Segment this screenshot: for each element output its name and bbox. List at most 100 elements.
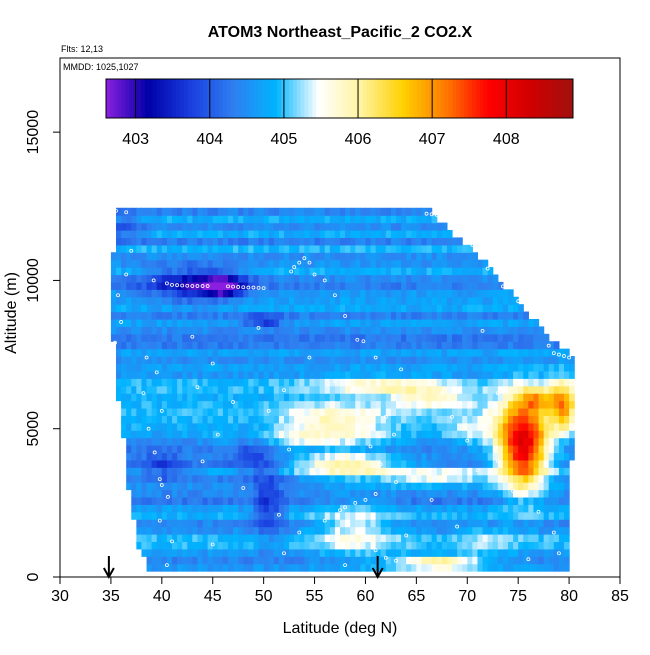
heatmap-cell xyxy=(472,259,479,268)
heatmap-cell xyxy=(141,526,148,535)
heatmap-cell xyxy=(284,563,290,572)
heatmap-cell xyxy=(151,311,158,320)
heatmap-cell xyxy=(289,459,295,468)
heatmap-cell xyxy=(217,474,224,483)
heatmap-cell xyxy=(273,267,280,276)
heatmap-cell xyxy=(253,222,260,231)
heatmap-cell xyxy=(212,267,219,276)
heatmap-cell xyxy=(365,504,372,513)
heatmap-cell xyxy=(553,437,560,446)
heatmap-cell xyxy=(217,496,224,505)
heatmap-cell xyxy=(360,407,367,416)
heatmap-cell xyxy=(248,304,255,313)
heatmap-cell xyxy=(161,467,168,476)
heatmap-cell xyxy=(345,474,351,483)
heatmap-cell xyxy=(452,244,458,253)
heatmap-cell xyxy=(564,445,570,454)
heatmap-cell xyxy=(284,534,290,543)
colorbar-swatch xyxy=(401,79,407,118)
heatmap-cell xyxy=(197,407,204,416)
heatmap-cell xyxy=(370,445,377,454)
heatmap-cell xyxy=(441,548,448,557)
heatmap-cell xyxy=(472,304,479,313)
heatmap-cell xyxy=(278,296,285,305)
heatmap-cell xyxy=(141,415,148,424)
heatmap-cell xyxy=(202,489,209,498)
heatmap-cell xyxy=(360,534,367,543)
heatmap-cell xyxy=(151,237,158,246)
heatmap-cell xyxy=(528,326,535,335)
heatmap-cell xyxy=(141,496,148,505)
heatmap-cell xyxy=(502,296,509,305)
heatmap-cell xyxy=(472,318,479,327)
heatmap-cell xyxy=(543,467,550,476)
heatmap-cell xyxy=(141,296,148,305)
heatmap-cell xyxy=(319,370,326,379)
heatmap-cell xyxy=(110,333,117,342)
heatmap-cell xyxy=(380,407,387,416)
heatmap-cell xyxy=(278,467,285,476)
heatmap-cell xyxy=(482,348,489,357)
heatmap-cell xyxy=(273,496,280,505)
heatmap-cell xyxy=(533,511,540,520)
heatmap-cell xyxy=(177,370,183,379)
heatmap-cell xyxy=(329,563,336,572)
heatmap-cell xyxy=(482,385,489,394)
heatmap-cell xyxy=(564,534,570,543)
heatmap-cell xyxy=(278,385,285,394)
heatmap-cell xyxy=(192,356,199,365)
heatmap-cell xyxy=(502,289,509,298)
heatmap-cell xyxy=(518,504,524,513)
heatmap-cell xyxy=(197,541,204,550)
heatmap-cell xyxy=(360,526,367,535)
heatmap-cell xyxy=(309,281,316,290)
heatmap-cell xyxy=(253,385,260,394)
heatmap-cell xyxy=(212,407,219,416)
heatmap-cell xyxy=(553,385,560,394)
heatmap-cell xyxy=(172,296,178,305)
heatmap-cell xyxy=(202,452,209,461)
heatmap-cell xyxy=(141,267,148,276)
heatmap-cell xyxy=(161,519,168,528)
heatmap-cell xyxy=(182,215,188,224)
heatmap-cell xyxy=(355,474,361,483)
heatmap-cell xyxy=(192,348,199,357)
heatmap-cell xyxy=(416,222,423,231)
heatmap-cell xyxy=(350,534,356,543)
heatmap-cell xyxy=(513,400,519,409)
heatmap-cell xyxy=(258,215,265,224)
heatmap-cell xyxy=(334,393,341,402)
heatmap-cell xyxy=(273,304,280,313)
heatmap-cell xyxy=(426,467,433,476)
heatmap-cell xyxy=(228,237,234,246)
heatmap-cell xyxy=(334,452,341,461)
heatmap-cell xyxy=(569,363,575,372)
sample-point xyxy=(567,355,571,360)
heatmap-cell xyxy=(172,222,178,231)
heatmap-cell xyxy=(502,541,509,550)
heatmap-cell xyxy=(248,333,255,342)
heatmap-cell xyxy=(467,318,473,327)
heatmap-cell xyxy=(564,407,570,416)
heatmap-cell xyxy=(558,511,565,520)
heatmap-cell xyxy=(375,519,382,528)
heatmap-cell xyxy=(141,348,148,357)
heatmap-cell xyxy=(116,289,122,298)
colorbar-swatch xyxy=(257,79,263,118)
heatmap-cell xyxy=(452,541,458,550)
heatmap-cell xyxy=(304,244,311,253)
heatmap-cell xyxy=(421,304,428,313)
heatmap-cell xyxy=(172,415,178,424)
heatmap-cell xyxy=(406,356,412,365)
heatmap-cell xyxy=(477,541,484,550)
heatmap-cell xyxy=(233,252,239,261)
heatmap-cell xyxy=(324,467,331,476)
heatmap-cell xyxy=(141,207,148,216)
heatmap-cell xyxy=(177,222,183,231)
sample-point xyxy=(119,320,123,324)
heatmap-cell xyxy=(375,356,382,365)
heatmap-cell xyxy=(543,393,550,402)
heatmap-cell xyxy=(538,445,545,454)
heatmap-cell xyxy=(416,274,423,283)
heatmap-cell xyxy=(116,237,122,246)
